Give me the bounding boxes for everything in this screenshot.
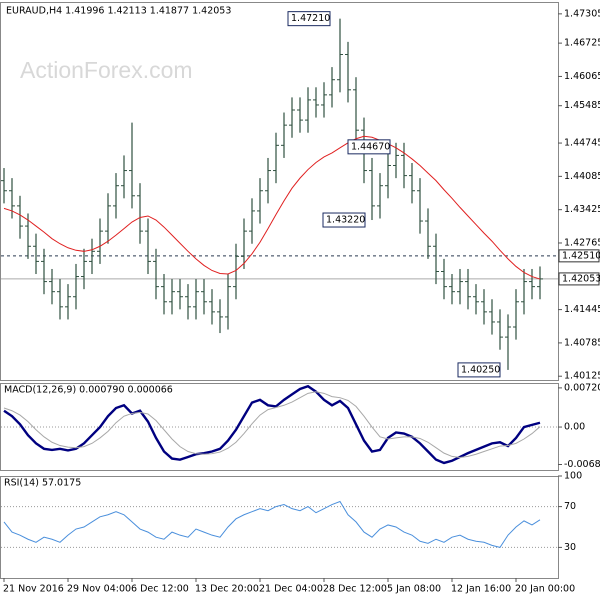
indicator-line <box>3 391 541 458</box>
y-tick-label: 1.41445 <box>564 304 600 315</box>
x-tick-label: 5 Jan 08:00 <box>387 584 441 595</box>
y-tick-label: 100 <box>564 471 582 482</box>
y-tick-label: 70 <box>564 501 576 512</box>
x-tick-label: 13 Dec 20:00 <box>195 584 259 595</box>
annotation-box <box>457 362 501 378</box>
level-label-box <box>558 272 600 286</box>
panel-title: MACD(12,26,9) 0.000790 0.000066 <box>4 385 173 396</box>
panel-frame <box>0 2 559 381</box>
watermark: ActionForex.com <box>20 57 193 83</box>
y-tick-label: 1.42765 <box>564 237 600 248</box>
annotation-box <box>287 11 331 27</box>
x-tick-label: 29 Nov 04:00 <box>67 584 131 595</box>
panel-frame <box>0 476 559 579</box>
y-tick-label: 0.007201 <box>564 382 600 393</box>
y-tick-label: 1.46725 <box>564 38 600 49</box>
y-tick-label: 1.47305 <box>564 8 600 19</box>
annotation-label: 1.44670 <box>351 141 390 152</box>
x-tick-label: 28 Dec 12:00 <box>323 584 387 595</box>
x-tick-label: 6 Dec 12:00 <box>131 584 189 595</box>
panel-title: RSI(14) 57.0175 <box>4 478 81 489</box>
y-tick-label: 30 <box>564 542 576 553</box>
annotation-label: 1.43220 <box>326 215 365 226</box>
level-label-box <box>558 249 600 263</box>
y-tick-label: 0.00 <box>564 422 585 433</box>
annotation-label: 1.47210 <box>291 13 330 24</box>
y-tick-label: -0.006888 <box>564 459 600 470</box>
level-label: 1.42053 <box>562 273 600 284</box>
y-tick-label: 1.44085 <box>564 171 600 182</box>
y-tick-label: 1.43425 <box>564 204 600 215</box>
moving-average <box>3 135 541 280</box>
y-tick-label: 1.40125 <box>564 371 600 382</box>
annotation-label: 1.40250 <box>461 364 500 375</box>
y-tick-label: 1.46065 <box>564 71 600 82</box>
x-tick-label: 21 Nov 2016 <box>3 584 64 595</box>
y-tick-label: 1.45485 <box>564 100 600 111</box>
indicator-line <box>3 500 541 548</box>
x-tick-label: 20 Jan 00:00 <box>515 584 575 595</box>
panel-frame <box>0 383 559 471</box>
y-tick-label: 1.40785 <box>564 337 600 348</box>
chart-title: EURAUD,H4 1.41996 1.42113 1.41877 1.4205… <box>6 6 231 17</box>
level-label: 1.42510 <box>562 250 600 261</box>
indicator-line <box>3 384 541 465</box>
annotation-box <box>322 212 366 228</box>
y-tick-label: 1.44745 <box>564 138 600 149</box>
x-tick-label: 21 Dec 04:00 <box>259 584 323 595</box>
x-tick-label: 12 Jan 16:00 <box>451 584 511 595</box>
annotation-box <box>347 139 391 155</box>
